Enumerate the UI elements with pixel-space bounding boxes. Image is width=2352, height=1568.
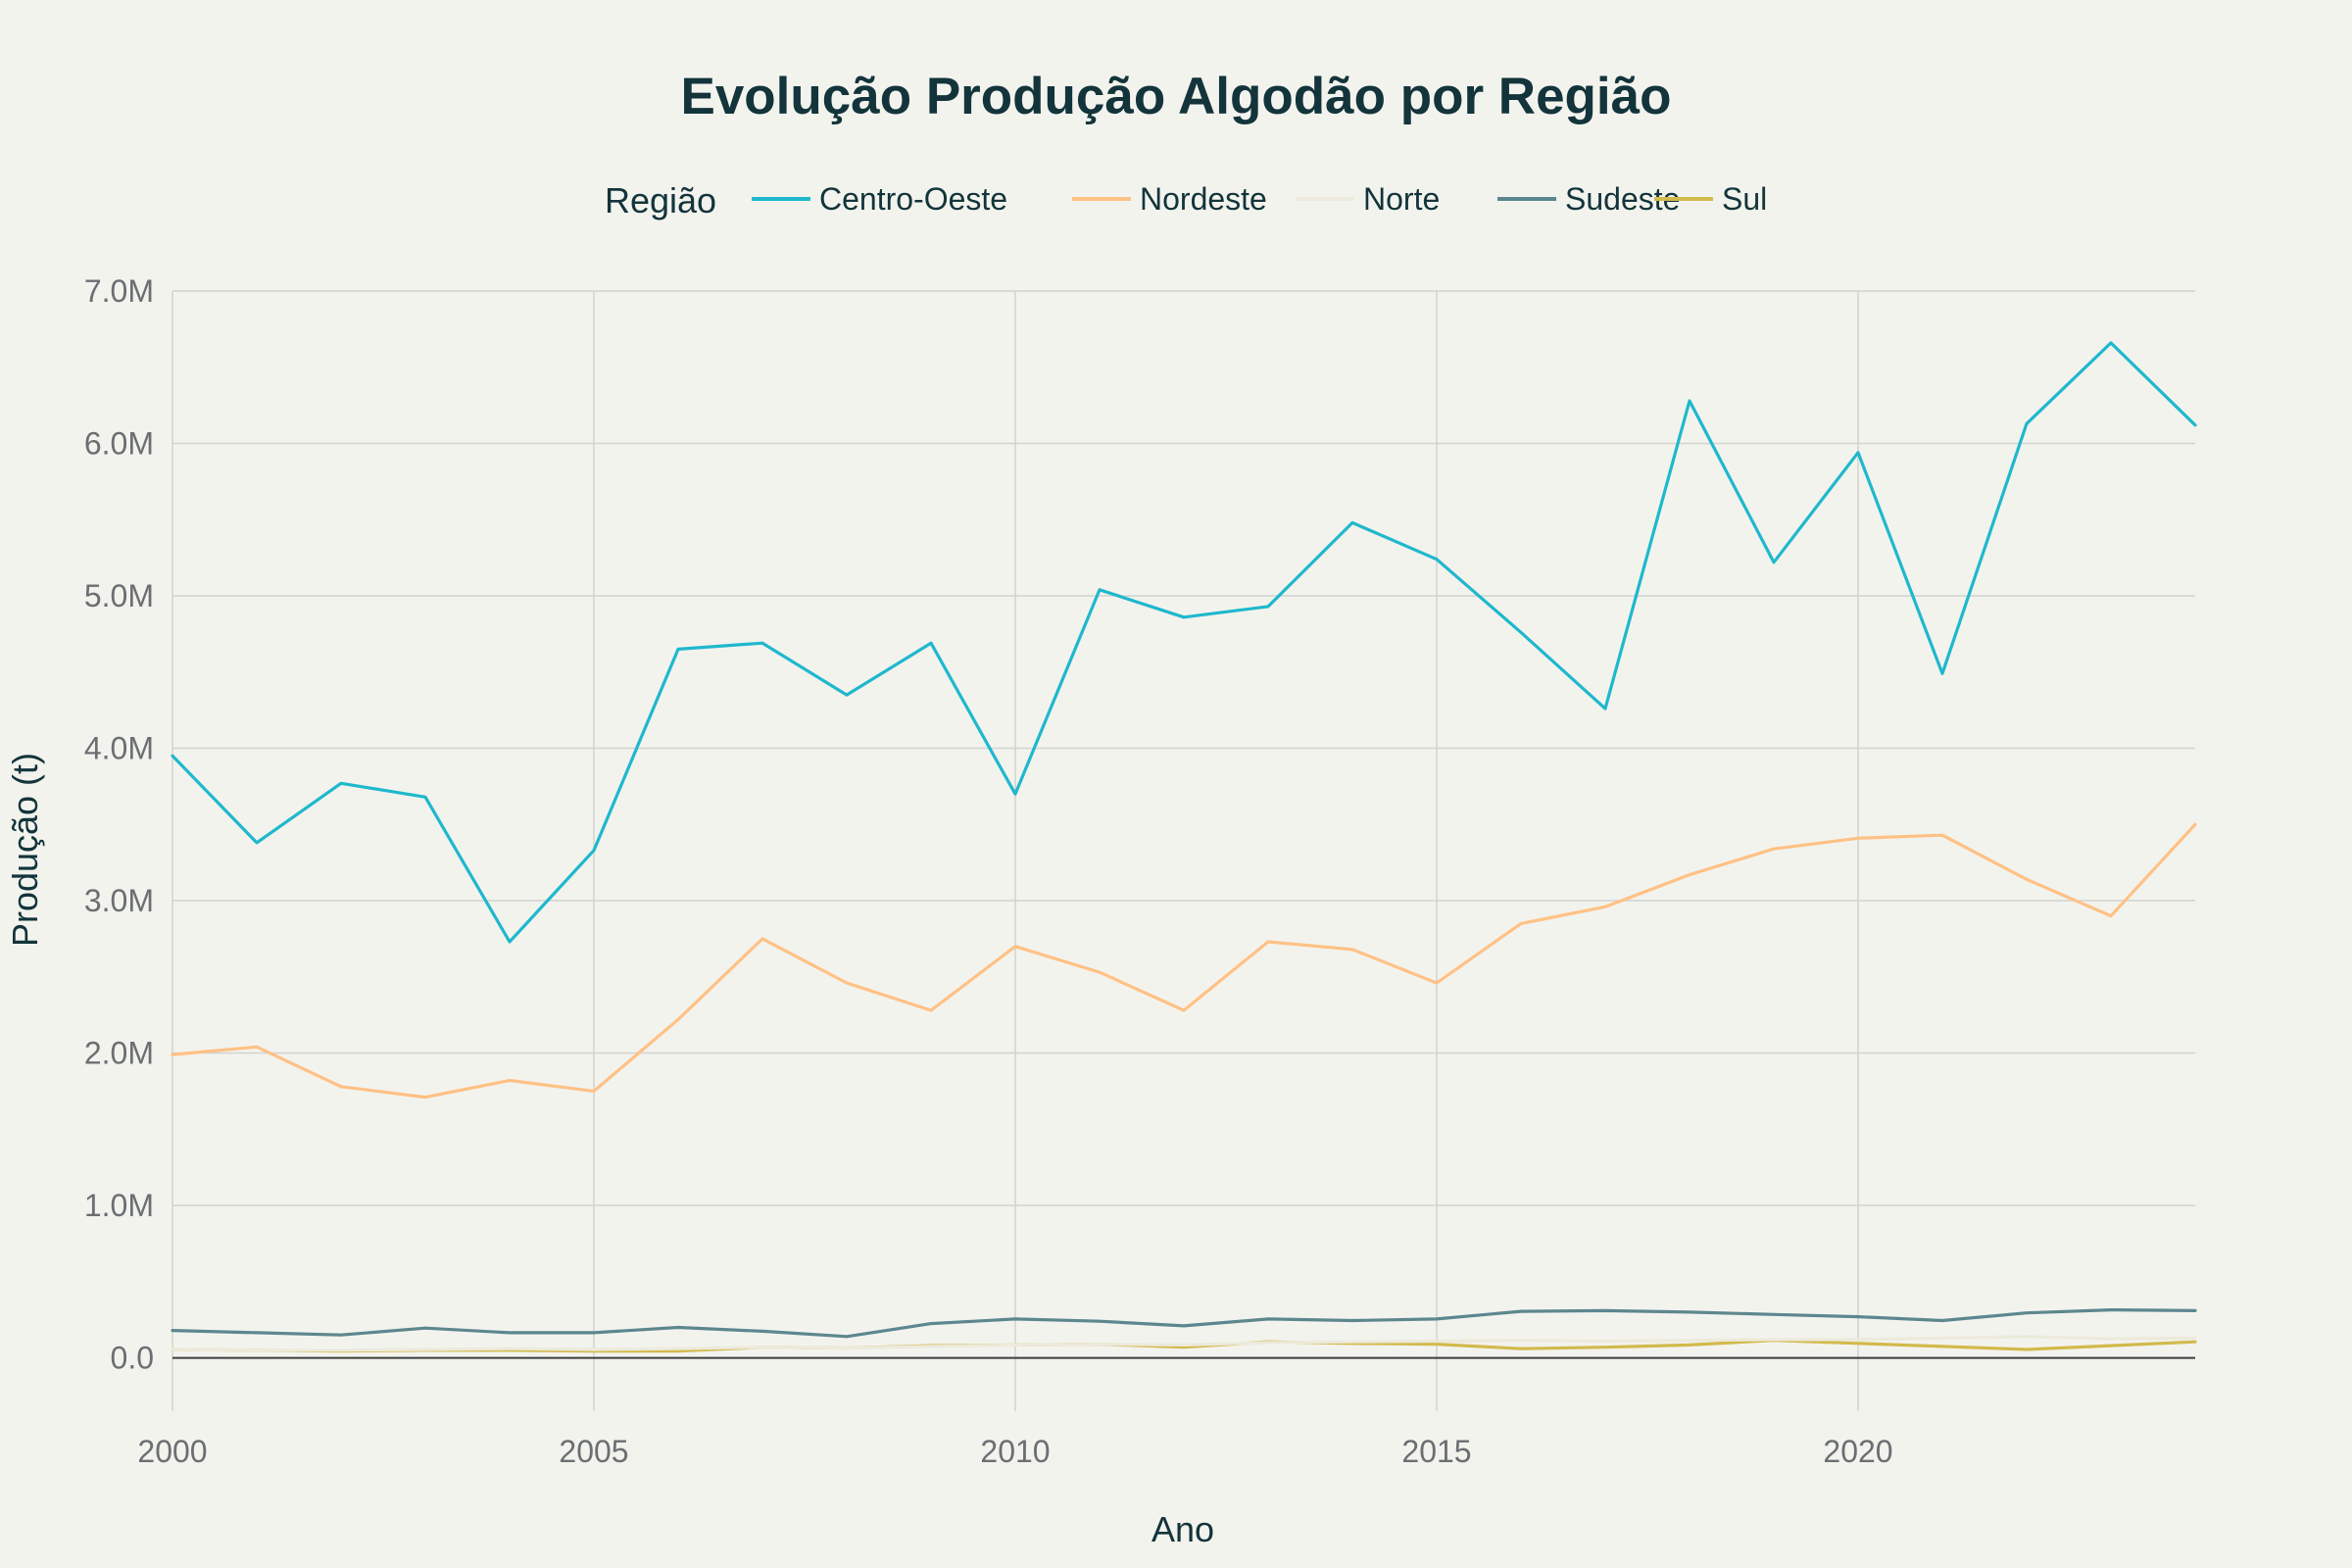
series-line-nordeste xyxy=(171,822,2197,1100)
legend-label: Centro-Oeste xyxy=(819,181,1007,217)
legend-label: Sul xyxy=(1722,181,1767,217)
legend-label: Norte xyxy=(1363,181,1440,217)
x-tick-label: 2010 xyxy=(980,1434,1050,1469)
x-tick-label: 2005 xyxy=(559,1434,628,1469)
legend-item-sudeste[interactable]: Sudeste xyxy=(1497,181,1680,217)
y-gridlines xyxy=(172,290,2195,1359)
series-line-centro-oeste xyxy=(171,341,2197,944)
series-line-sudeste xyxy=(171,1307,2197,1339)
legend-item-norte[interactable]: Norte xyxy=(1296,181,1440,217)
y-tick-label: 5.0M xyxy=(84,578,154,613)
x-tick-label: 2020 xyxy=(1823,1434,1892,1469)
x-tick-label: 2015 xyxy=(1401,1434,1471,1469)
y-tick-label: 3.0M xyxy=(84,883,154,918)
legend-item-nordeste[interactable]: Nordeste xyxy=(1072,181,1267,217)
legend-item-sul[interactable]: Sul xyxy=(1654,181,1767,217)
y-tick-label: 2.0M xyxy=(84,1036,154,1071)
chart-title: Evolução Produção Algodão por Região xyxy=(680,68,1671,125)
x-gridlines xyxy=(172,291,1859,1411)
y-tick-label: 1.0M xyxy=(84,1188,154,1223)
x-axis-title: Ano xyxy=(1152,1509,1214,1549)
y-tick-label: 7.0M xyxy=(84,273,154,309)
y-tick-label: 6.0M xyxy=(84,426,154,462)
series-line-norte xyxy=(171,1335,2197,1352)
y-axis-ticks: 0.0 1.0M 2.0M 3.0M 4.0M 5.0M 6.0M 7.0M xyxy=(84,273,154,1376)
legend-item-centro-oeste[interactable]: Centro-Oeste xyxy=(752,181,1007,217)
y-tick-label: 4.0M xyxy=(84,731,154,766)
legend-label: Nordeste xyxy=(1140,181,1267,217)
series-lines xyxy=(171,341,2197,1353)
y-axis-title: Produção (t) xyxy=(5,753,45,947)
y-tick-label: 0.0 xyxy=(111,1341,154,1376)
x-axis-ticks: 2000 2005 2010 2015 2020 xyxy=(137,1434,1892,1469)
legend-title: Região xyxy=(605,180,716,220)
x-tick-label: 2000 xyxy=(137,1434,207,1469)
legend: Região Centro-Oeste Nordeste Norte Sudeste S… xyxy=(605,180,1767,220)
